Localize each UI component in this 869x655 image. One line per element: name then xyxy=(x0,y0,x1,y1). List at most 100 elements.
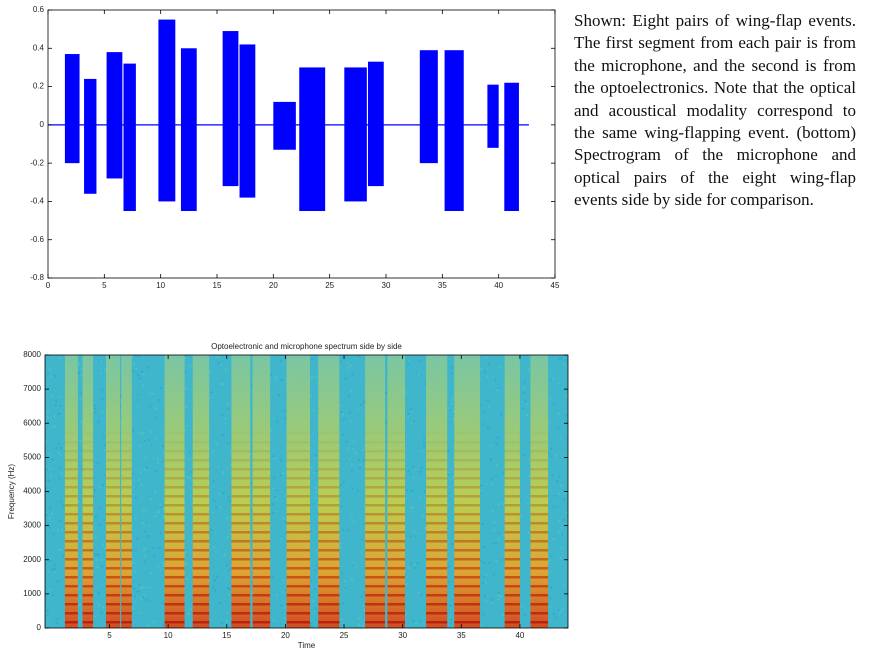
speckle xyxy=(351,469,354,472)
speckle xyxy=(98,507,101,510)
speckle xyxy=(407,566,410,569)
speckle xyxy=(558,531,561,534)
speckle xyxy=(226,536,229,539)
y-tick-label: 0.6 xyxy=(33,5,45,14)
speckle xyxy=(54,374,57,377)
speckle xyxy=(79,603,82,606)
speckle xyxy=(148,392,151,395)
speckle xyxy=(103,443,106,446)
speckle xyxy=(314,497,317,500)
speckle xyxy=(51,425,54,428)
speckle xyxy=(451,371,454,374)
speckle xyxy=(525,402,528,405)
speckle xyxy=(480,367,483,370)
speckle xyxy=(522,407,525,410)
speckle xyxy=(271,503,274,506)
speckle xyxy=(226,403,229,406)
speckle xyxy=(274,457,277,460)
speckle xyxy=(385,569,388,572)
speckle xyxy=(222,492,225,495)
waveform-burst xyxy=(64,54,80,164)
speckle xyxy=(131,370,134,373)
harmonic-stripes xyxy=(387,355,406,628)
speckle xyxy=(553,613,556,616)
speckle xyxy=(407,362,410,365)
speckle xyxy=(143,547,146,550)
speckle xyxy=(102,606,105,609)
y-tick-label: 8000 xyxy=(23,350,41,359)
speckle xyxy=(422,441,425,444)
speckle xyxy=(140,483,143,486)
speckle xyxy=(46,410,49,413)
waveform-burst xyxy=(504,82,519,211)
speckle xyxy=(62,554,65,557)
y-tick-label: 3000 xyxy=(23,521,41,530)
speckle xyxy=(487,427,490,430)
speckle xyxy=(213,499,216,502)
speckle xyxy=(279,474,282,477)
speckle xyxy=(407,360,410,363)
speckle xyxy=(97,591,100,594)
speckle xyxy=(554,494,557,497)
speckle xyxy=(216,356,219,359)
speckle xyxy=(450,402,453,405)
speckle xyxy=(524,614,527,617)
speckle xyxy=(159,503,162,506)
speckle xyxy=(145,466,148,469)
speckle xyxy=(150,572,153,575)
speckle xyxy=(316,548,319,551)
x-tick-label: 10 xyxy=(164,631,173,640)
harmonic-stripes xyxy=(318,355,340,628)
speckle xyxy=(46,372,49,375)
speckle xyxy=(51,458,54,461)
x-tick-label: 5 xyxy=(107,631,112,640)
speckle xyxy=(451,542,454,545)
speckle xyxy=(558,492,561,495)
speckle xyxy=(131,472,134,475)
harmonic-stripes xyxy=(252,355,271,628)
speckle xyxy=(498,503,501,506)
speckle xyxy=(52,594,55,597)
speckle xyxy=(184,371,187,374)
speckle xyxy=(356,489,359,492)
speckle xyxy=(557,609,560,612)
waveform-burst xyxy=(123,63,136,211)
speckle xyxy=(224,417,227,420)
speckle xyxy=(350,463,353,466)
speckle xyxy=(50,568,53,571)
speckle xyxy=(57,412,60,415)
speckle xyxy=(94,527,97,530)
speckle xyxy=(417,591,420,594)
speckle xyxy=(272,487,275,490)
speckle xyxy=(209,370,212,373)
speckle xyxy=(364,505,367,508)
speckle xyxy=(450,366,453,369)
waveform-burst xyxy=(299,67,326,211)
speckle xyxy=(482,546,485,549)
speckle xyxy=(77,371,80,374)
speckle xyxy=(208,579,211,582)
speckle xyxy=(528,368,531,371)
speckle xyxy=(280,604,283,607)
speckle xyxy=(285,449,288,452)
speckle xyxy=(225,466,228,469)
speckle xyxy=(135,394,138,397)
speckle xyxy=(493,521,496,524)
speckle xyxy=(343,585,346,588)
speckle xyxy=(412,466,415,469)
harmonic-stripes xyxy=(530,355,549,628)
speckle xyxy=(158,546,161,549)
speckle xyxy=(143,560,146,563)
speckle xyxy=(161,460,164,463)
speckle xyxy=(357,623,360,626)
speckle xyxy=(528,474,531,477)
speckle xyxy=(549,379,552,382)
harmonic-stripes xyxy=(365,355,386,628)
speckle xyxy=(314,607,317,610)
speckle xyxy=(163,514,166,517)
speckle xyxy=(222,471,225,474)
speckle xyxy=(278,394,281,397)
speckle xyxy=(186,578,189,581)
x-tick-label: 30 xyxy=(398,631,407,640)
speckle xyxy=(158,399,161,402)
